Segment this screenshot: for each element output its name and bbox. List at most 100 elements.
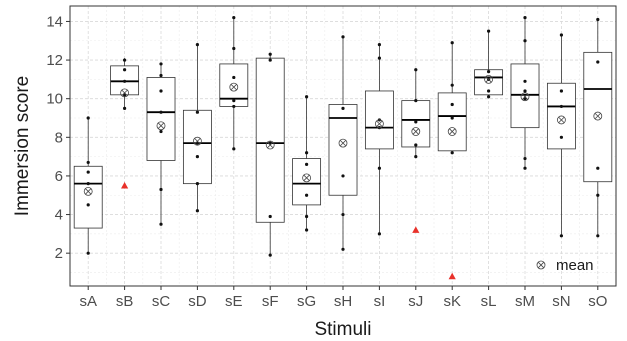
data-point (268, 52, 272, 56)
x-tick-label-sA: sA (79, 293, 97, 310)
data-point (305, 214, 309, 219)
box (255, 57, 285, 223)
data-point (159, 129, 163, 134)
box (73, 165, 103, 229)
mean-cross (121, 89, 128, 96)
data-point (559, 135, 564, 139)
box-group-sG (292, 95, 322, 232)
mean-cross (85, 188, 92, 195)
data-point (414, 68, 418, 72)
box-group-sA (73, 116, 103, 255)
mean-cross (303, 174, 310, 181)
data-point (123, 68, 127, 72)
mean-marker (265, 140, 275, 150)
data-point (232, 104, 236, 109)
mean-marker (156, 121, 166, 131)
data-point (195, 43, 199, 47)
mean-circle (156, 121, 166, 131)
mean-circle (447, 127, 457, 136)
data-point (268, 58, 272, 62)
x-tick-label-sM: sM (515, 293, 535, 310)
box-group-sJ (401, 68, 431, 233)
mean-marker (593, 111, 603, 121)
x-tick-label-sE: sE (225, 293, 243, 310)
data-point (159, 89, 163, 93)
y-tick-label: 10 (46, 91, 63, 108)
mean-circle (338, 138, 348, 148)
data-point (159, 110, 163, 114)
mean-circle (411, 127, 421, 136)
box-group-sO (583, 17, 613, 238)
data-point (450, 151, 454, 155)
mean-cross (157, 122, 165, 129)
data-point (86, 251, 90, 255)
data-point (487, 89, 491, 93)
box (510, 63, 540, 129)
mean-cross (267, 141, 274, 149)
data-point (377, 43, 381, 47)
outlier-marker (448, 272, 456, 280)
x-axis-title: Stimuli (314, 319, 371, 340)
box-group-sF (255, 52, 285, 257)
data-point (305, 193, 309, 197)
data-point (305, 228, 309, 232)
data-point (450, 102, 454, 107)
data-point (159, 222, 163, 226)
x-tick-label-sI: sI (374, 293, 386, 310)
y-tick-label: 8 (55, 129, 63, 146)
mean-marker (411, 127, 421, 136)
data-point (195, 110, 199, 114)
mean-marker (520, 92, 530, 102)
mean-cross (558, 116, 565, 124)
box (182, 109, 212, 185)
box-group-sH (328, 35, 358, 251)
box (401, 100, 431, 148)
legend-mean-circle (536, 260, 546, 270)
mean-circle (593, 111, 603, 121)
data-point (268, 214, 272, 219)
data-point (523, 39, 527, 43)
data-point (487, 29, 491, 33)
data-point (596, 193, 600, 197)
mean-circle (557, 115, 566, 125)
data-point (596, 166, 600, 170)
data-point (487, 95, 491, 99)
data-point (377, 56, 381, 60)
mean-circle (120, 88, 129, 98)
data-point (123, 58, 127, 62)
mean-marker (338, 138, 348, 148)
data-point (268, 253, 272, 257)
mean-marker (374, 119, 384, 129)
box-group-sE (219, 15, 249, 151)
outlier-marker (121, 181, 129, 189)
mean-circle (229, 82, 239, 92)
mean-cross (339, 140, 347, 147)
data-point (305, 95, 309, 99)
data-point (450, 83, 454, 87)
box (437, 92, 467, 152)
data-point (341, 212, 345, 217)
data-point (414, 155, 418, 159)
data-point (159, 73, 163, 78)
x-tick-label-sK: sK (443, 293, 461, 310)
mean-marker (83, 186, 93, 196)
legend-mean-cross (537, 261, 545, 269)
data-point (232, 75, 236, 80)
box-plots (73, 15, 613, 280)
box-group-sB (110, 58, 140, 189)
data-point (123, 106, 127, 110)
data-point (341, 106, 345, 110)
data-point (377, 232, 381, 236)
x-tick-label-sH: sH (334, 293, 352, 310)
mean-marker (447, 127, 457, 136)
data-point (86, 170, 90, 174)
y-tick-label: 2 (55, 245, 63, 262)
box-group-sN (546, 33, 576, 238)
y-tick-label: 14 (46, 13, 63, 30)
mean-marker (484, 74, 494, 84)
data-point (377, 166, 381, 170)
mean-marker (229, 82, 239, 92)
data-point (450, 41, 454, 45)
box-group-sD (182, 43, 212, 213)
data-point (559, 234, 564, 238)
